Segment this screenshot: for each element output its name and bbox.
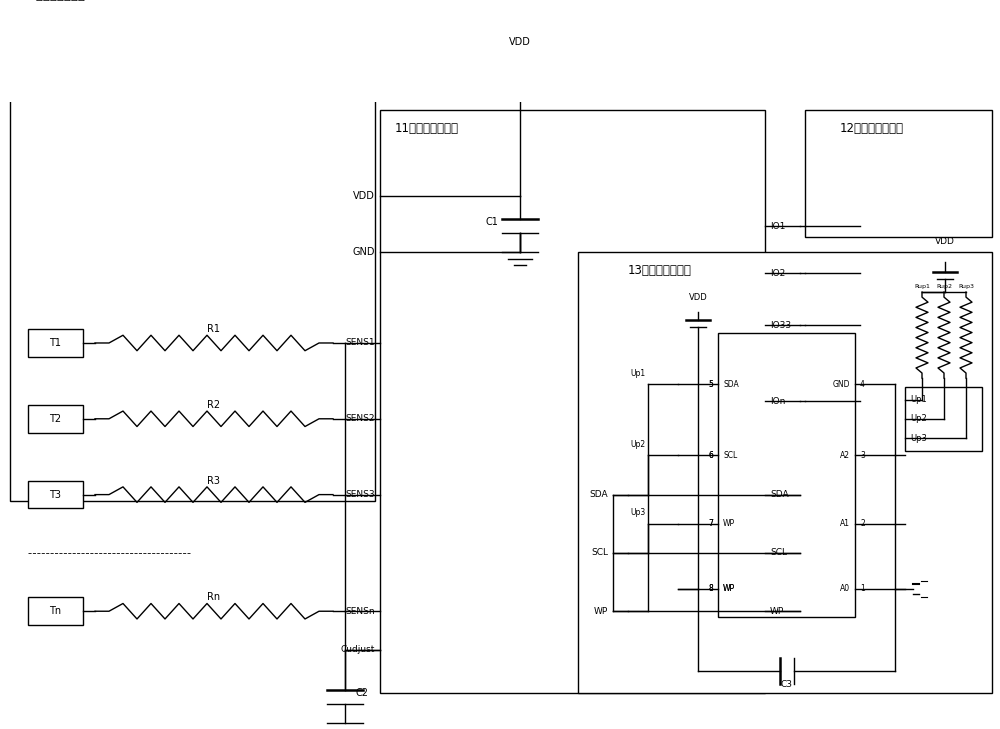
Text: SDA: SDA xyxy=(770,490,789,499)
Text: WP: WP xyxy=(770,607,784,616)
Text: WP: WP xyxy=(594,607,608,616)
Text: 6: 6 xyxy=(708,451,713,460)
Text: R3: R3 xyxy=(207,476,220,486)
Text: SENS1: SENS1 xyxy=(345,338,375,348)
Text: Cudjust: Cudjust xyxy=(341,645,375,655)
Text: SCL: SCL xyxy=(770,548,787,558)
Text: 6: 6 xyxy=(708,451,713,460)
Bar xyxy=(28,405,83,432)
Text: Rn: Rn xyxy=(207,593,221,602)
Text: Rup3: Rup3 xyxy=(958,284,974,289)
Text: Up1: Up1 xyxy=(630,369,645,378)
Text: C2: C2 xyxy=(355,688,368,698)
Text: SDA: SDA xyxy=(589,490,608,499)
Text: 11：控制芯片单元: 11：控制芯片单元 xyxy=(395,122,459,135)
Text: SENSn: SENSn xyxy=(345,607,375,616)
Text: A2: A2 xyxy=(840,451,850,460)
Text: 5: 5 xyxy=(708,380,713,389)
Text: SDA: SDA xyxy=(723,380,739,389)
Text: Up1: Up1 xyxy=(910,395,927,404)
Text: WP: WP xyxy=(723,585,735,593)
Bar xyxy=(380,110,765,693)
Text: 2: 2 xyxy=(860,519,865,528)
Text: SENS3: SENS3 xyxy=(345,490,375,499)
Bar xyxy=(578,252,992,693)
Text: T3: T3 xyxy=(50,490,62,499)
Text: 3: 3 xyxy=(860,451,865,460)
Text: VDD: VDD xyxy=(509,37,531,47)
Text: A1: A1 xyxy=(840,519,850,528)
Text: 8: 8 xyxy=(708,585,713,593)
Text: 4: 4 xyxy=(860,380,865,389)
Text: Rup2: Rup2 xyxy=(936,284,952,289)
Text: VDD: VDD xyxy=(935,238,955,246)
Text: 10：液位检测单元: 10：液位检测单元 xyxy=(22,0,86,2)
Text: R2: R2 xyxy=(207,400,221,410)
Bar xyxy=(805,110,992,237)
Text: A0: A0 xyxy=(840,585,850,593)
Text: WP: WP xyxy=(723,519,735,528)
Text: C3: C3 xyxy=(780,679,792,689)
Bar xyxy=(718,333,855,617)
Bar xyxy=(10,0,375,501)
Text: 12：输出显示单元: 12：输出显示单元 xyxy=(840,122,904,135)
Text: 13：数据存储单元: 13：数据存储单元 xyxy=(628,264,692,277)
Text: 7: 7 xyxy=(708,519,713,528)
Text: IO1: IO1 xyxy=(770,222,785,231)
Text: IOn: IOn xyxy=(770,397,785,406)
Bar xyxy=(28,481,83,508)
Text: 5: 5 xyxy=(708,380,713,389)
Bar xyxy=(905,386,982,451)
Text: T1: T1 xyxy=(50,338,62,348)
Text: Up3: Up3 xyxy=(910,434,927,443)
Text: 7: 7 xyxy=(708,519,713,528)
Text: VDD: VDD xyxy=(689,292,707,302)
Text: R1: R1 xyxy=(207,324,220,334)
Text: IO2: IO2 xyxy=(770,268,785,278)
Text: Up3: Up3 xyxy=(630,507,645,517)
Text: IO33: IO33 xyxy=(770,321,791,330)
Text: SCL: SCL xyxy=(723,451,737,460)
Text: 1: 1 xyxy=(860,585,865,593)
Text: GND: GND xyxy=(832,380,850,389)
Text: WP: WP xyxy=(723,585,735,593)
Bar xyxy=(28,330,83,356)
Text: SCL: SCL xyxy=(591,548,608,558)
Text: GND: GND xyxy=(352,246,375,257)
Text: 8: 8 xyxy=(708,585,713,593)
Text: Rup1: Rup1 xyxy=(914,284,930,289)
Text: Up2: Up2 xyxy=(630,440,645,448)
Text: C1: C1 xyxy=(485,217,498,227)
Text: T2: T2 xyxy=(49,414,62,424)
Bar xyxy=(28,598,83,625)
Text: VDD: VDD xyxy=(353,191,375,200)
Text: SENS2: SENS2 xyxy=(346,414,375,424)
Text: Tn: Tn xyxy=(49,607,62,616)
Text: Up2: Up2 xyxy=(910,414,927,423)
